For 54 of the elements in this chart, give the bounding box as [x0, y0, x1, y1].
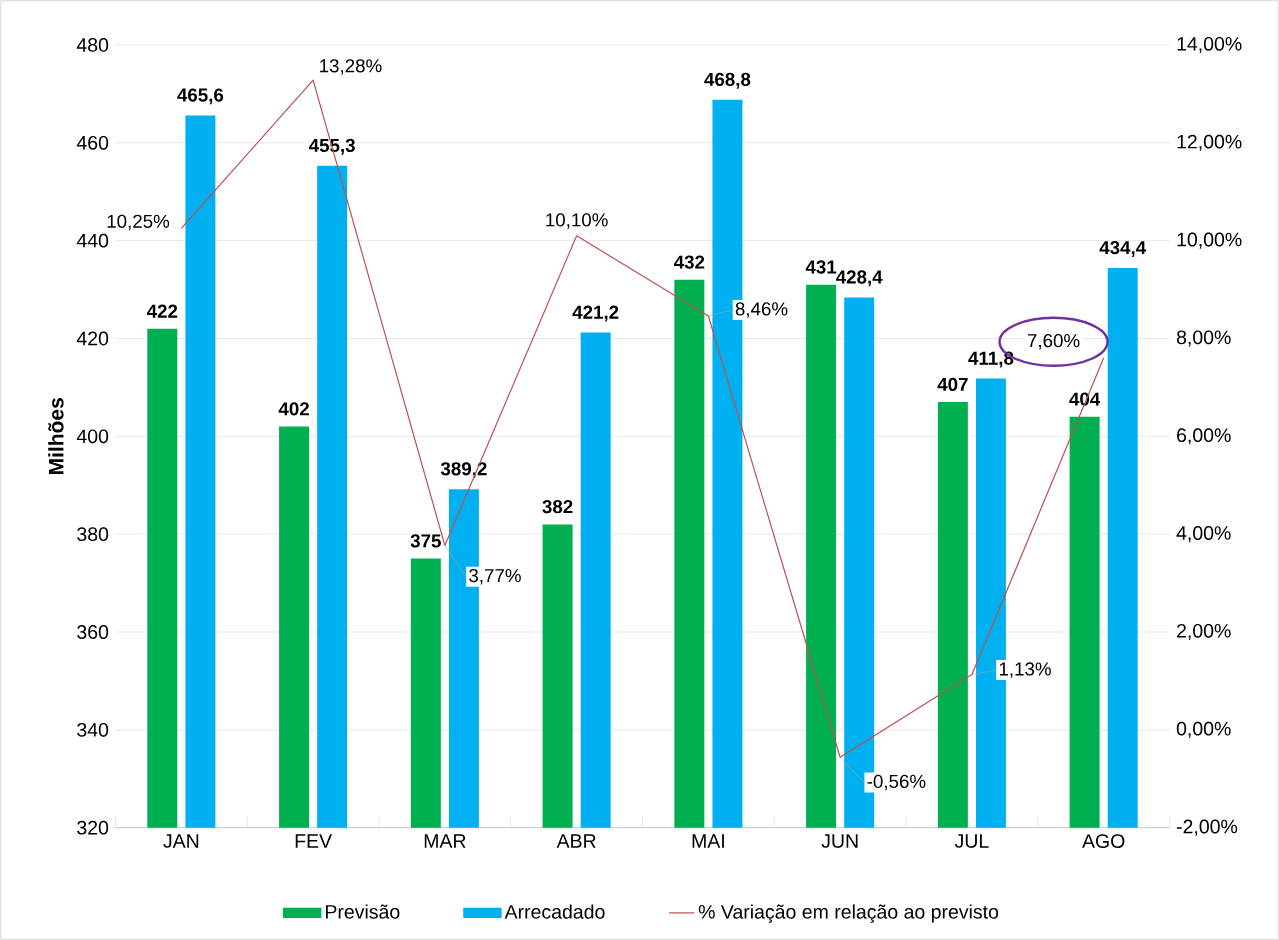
data-label: 402 [278, 402, 309, 416]
x-tick-label: FEV [295, 834, 332, 848]
y-tick-label: 440 [76, 233, 109, 248]
y2-tick-label: 8,00% [1176, 330, 1231, 347]
y2-tick-label: 4,00% [1176, 526, 1231, 543]
data-label: 431 [805, 260, 837, 274]
x-tick-label: JUN [821, 834, 858, 848]
x-tick-label: AGO [1082, 834, 1125, 848]
y-axis-title: Milhões [48, 398, 64, 474]
data-label: 8,46% [735, 302, 788, 318]
y-tick-label: 320 [77, 820, 109, 835]
data-label: 468,8 [704, 72, 751, 89]
data-label: 7,60% [1027, 333, 1080, 350]
data-label: 432 [673, 255, 705, 269]
data-label: 434,4 [1099, 240, 1147, 257]
y-tick-label: 480 [76, 38, 109, 52]
data-label: 421,2 [572, 305, 619, 322]
data-label: 375 [410, 534, 441, 548]
y2-tick-label: 6,00% [1177, 428, 1231, 445]
data-label: 10,10% [546, 213, 608, 229]
y-tick-label: 420 [76, 331, 109, 346]
data-label: 428,4 [836, 270, 883, 287]
data-label: 10,25% [107, 214, 170, 231]
y2-tick-label: 2,00% [1177, 623, 1231, 640]
data-label: 13,28% [320, 59, 382, 75]
data-label: 1,13% [999, 662, 1051, 678]
legend-label: Previsão [326, 904, 400, 919]
y2-tick-label: 12,00% [1177, 134, 1242, 151]
data-label: 389,2 [440, 462, 487, 479]
legend-label: Arrecadado [504, 904, 605, 919]
data-label: 404 [1069, 392, 1101, 406]
y2-tick-label: 10,00% [1177, 232, 1242, 249]
legend-label: % Variação em relação ao previsto [698, 904, 999, 923]
x-tick-label: JAN [163, 834, 199, 848]
y2-tick-label: -2,00% [1176, 819, 1238, 836]
x-tick-label: JUL [954, 834, 989, 848]
data-label: -0,56% [867, 774, 926, 791]
data-label: 382 [542, 499, 573, 514]
data-label: 455,3 [308, 138, 355, 155]
y-tick-label: 340 [77, 722, 109, 737]
x-tick-label: MAI [692, 834, 724, 848]
x-tick-label: ABR [556, 834, 596, 848]
y-tick-label: 360 [77, 625, 109, 639]
x-tick-label: MAR [424, 834, 466, 848]
y-tick-label: 380 [77, 527, 109, 541]
y-tick-label: 460 [76, 135, 109, 150]
data-label: 3,77% [469, 568, 521, 585]
data-label: 407 [937, 377, 968, 391]
y-tick-label: 400 [76, 429, 109, 444]
y2-tick-label: 14,00% [1177, 36, 1242, 53]
data-label: 411,8 [968, 351, 1014, 368]
data-label: 465,6 [177, 88, 224, 105]
y2-tick-label: 0,00% [1176, 721, 1231, 738]
data-label: 422 [146, 304, 178, 318]
